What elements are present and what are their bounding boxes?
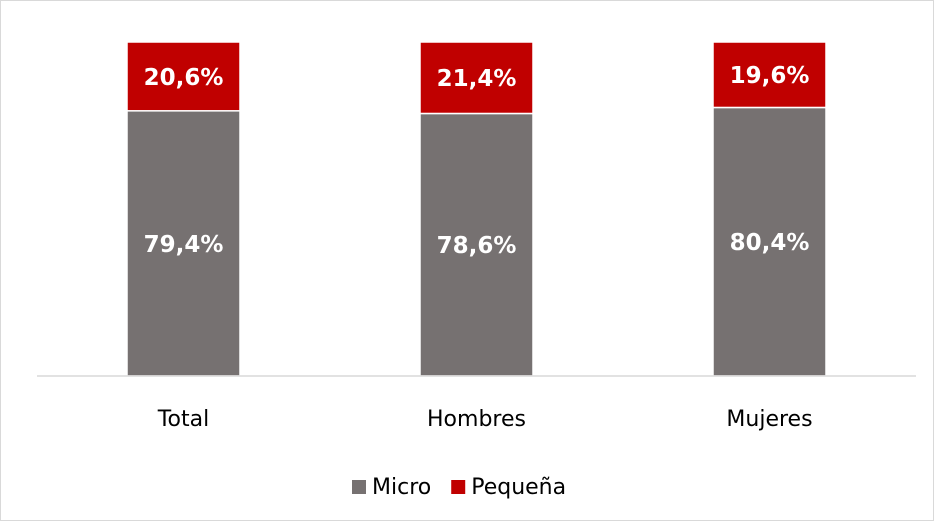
x-tick-label: Hombres	[427, 407, 526, 432]
bar-segment	[126, 41, 241, 112]
data-label: 19,6%	[730, 63, 810, 89]
legend-label: Pequeña	[471, 475, 566, 500]
data-label: 78,6%	[437, 233, 517, 259]
legend-label: Micro	[372, 475, 431, 500]
bar-segment	[712, 41, 827, 109]
bar-segment	[126, 110, 241, 377]
x-tick-label: Mujeres	[726, 407, 812, 432]
data-label: 21,4%	[437, 66, 517, 92]
bar-segment	[712, 106, 827, 377]
bar-segment	[419, 112, 534, 377]
legend-swatch	[352, 480, 366, 494]
data-label: 80,4%	[730, 230, 810, 256]
data-label: 79,4%	[144, 232, 224, 258]
data-label: 20,6%	[144, 65, 224, 91]
bar-segment	[419, 41, 534, 115]
x-tick-label: Total	[157, 407, 209, 432]
legend-swatch	[451, 480, 466, 494]
